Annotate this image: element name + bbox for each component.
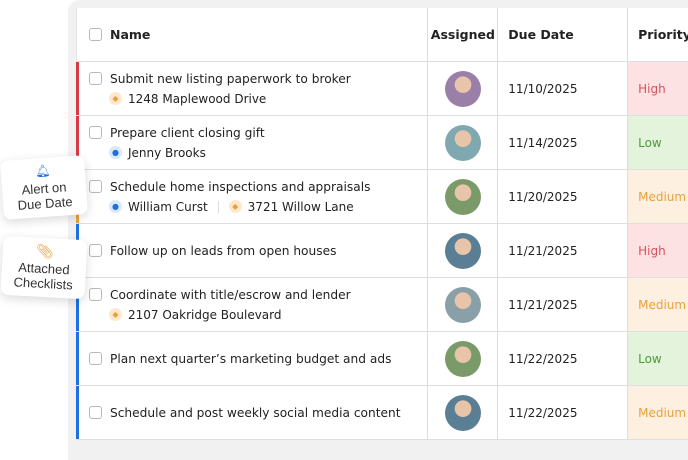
due-date[interactable]: 11/14/2025 — [498, 116, 629, 169]
status-bar — [76, 62, 79, 115]
due-date[interactable]: 11/21/2025 — [498, 278, 629, 331]
status-bar — [76, 386, 79, 439]
due-date[interactable]: 11/21/2025 — [498, 224, 629, 277]
status-bar — [76, 116, 79, 169]
task-title[interactable]: Submit new listing paperwork to broker — [110, 71, 351, 86]
avatar[interactable] — [444, 340, 481, 377]
paperclip-icon: 📎︎ — [35, 242, 55, 260]
user-icon: ● — [109, 200, 122, 213]
paperclip-icon: ◆ — [228, 200, 242, 213]
avatar[interactable] — [444, 70, 481, 107]
avatar[interactable] — [444, 286, 481, 323]
col-due-date[interactable]: Due Date — [498, 8, 629, 61]
task-checkbox[interactable] — [89, 72, 102, 85]
due-date[interactable]: 11/22/2025 — [498, 332, 629, 385]
priority-badge[interactable]: Medium — [628, 278, 688, 331]
checklists-badge: 📎︎ Attached Checklists — [0, 235, 88, 300]
table-row[interactable]: Schedule and post weekly social media co… — [76, 386, 688, 440]
task-checkbox[interactable] — [89, 406, 102, 419]
task-checkbox[interactable] — [89, 288, 102, 301]
table-row[interactable]: Schedule home inspections and appraisals… — [76, 170, 688, 224]
table-row[interactable]: Prepare client closing gift ● Jenny Brooks… — [76, 116, 688, 170]
subtask-label: Jenny Brooks — [128, 145, 206, 160]
paperclip-icon: ◆ — [109, 308, 122, 321]
priority-badge[interactable]: Low — [628, 116, 688, 169]
task-title[interactable]: Schedule and post weekly social media co… — [110, 405, 401, 420]
avatar[interactable] — [444, 178, 481, 215]
table-row[interactable]: Submit new listing paperwork to broker ◆ 1… — [76, 62, 688, 116]
col-assigned[interactable]: Assigned — [428, 8, 499, 61]
due-date[interactable]: 11/20/2025 — [498, 170, 629, 223]
due-date[interactable]: 11/10/2025 — [498, 62, 629, 115]
task-checkbox[interactable] — [89, 352, 102, 365]
col-name[interactable]: Name — [110, 27, 151, 42]
priority-badge[interactable]: Medium — [628, 170, 688, 223]
col-priority[interactable]: Priority — [638, 27, 688, 42]
task-checkbox[interactable] — [89, 244, 102, 257]
task-title[interactable]: Prepare client closing gift — [110, 125, 265, 140]
priority-badge[interactable]: High — [628, 224, 688, 277]
priority-badge[interactable]: Low — [628, 332, 688, 385]
due-date[interactable]: 11/22/2025 — [498, 386, 629, 439]
select-all-checkbox[interactable] — [89, 28, 102, 41]
task-title[interactable]: Schedule home inspections and appraisals — [110, 179, 371, 194]
table-header: Name Assigned Due Date Priority — [77, 8, 688, 62]
priority-badge[interactable]: Medium — [628, 386, 688, 439]
table-row[interactable]: Plan next quarter’s marketing budget and… — [76, 332, 688, 386]
avatar[interactable] — [444, 232, 481, 269]
task-table: Name Assigned Due Date Priority Submit n… — [76, 8, 688, 440]
task-checkbox[interactable] — [89, 126, 102, 139]
table-row[interactable]: Coordinate with title/escrow and lender ◆… — [76, 278, 688, 332]
subtask-label: 2107 Oakridge Boulevard — [128, 307, 282, 322]
task-checkbox[interactable] — [89, 180, 102, 193]
subtask-label: 1248 Maplewood Drive — [128, 91, 267, 106]
task-title[interactable]: Plan next quarter’s marketing budget and… — [110, 351, 392, 366]
avatar[interactable] — [444, 394, 481, 431]
user-icon: ● — [109, 146, 122, 159]
subtask-label: William Curst — [128, 199, 208, 214]
alert-label: Alert on Due Date — [17, 179, 74, 213]
status-bar — [76, 278, 79, 331]
task-title[interactable]: Follow up on leads from open houses — [110, 243, 337, 258]
avatar[interactable] — [444, 124, 481, 161]
priority-badge[interactable]: High — [628, 62, 688, 115]
alert-badge: 🔔︎ Alert on Due Date — [0, 155, 88, 220]
task-title[interactable]: Coordinate with title/escrow and lender — [110, 287, 351, 302]
status-bar — [76, 332, 79, 385]
paperclip-icon: ◆ — [109, 92, 122, 105]
subtask-label: 3721 Willow Lane — [247, 199, 354, 214]
checklists-label: Attached Checklists — [13, 259, 74, 293]
divider — [217, 200, 219, 213]
table-row[interactable]: Follow up on leads from open houses 11/2… — [76, 224, 688, 278]
bell-icon: 🔔︎ — [34, 163, 51, 179]
